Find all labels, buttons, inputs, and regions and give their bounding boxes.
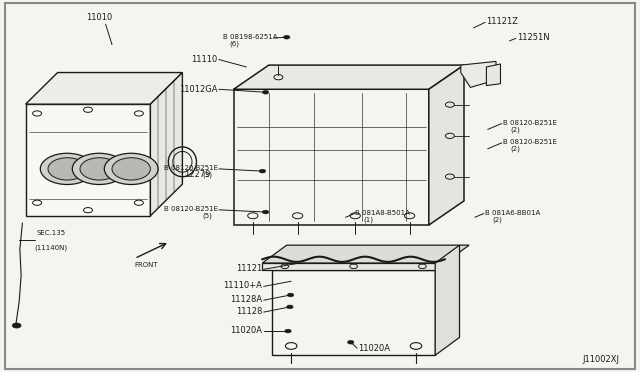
Circle shape [72,153,126,185]
Circle shape [104,153,158,185]
Text: (3): (3) [202,171,212,178]
Polygon shape [272,270,435,355]
Text: (2): (2) [493,216,502,223]
Circle shape [80,158,118,180]
Polygon shape [262,245,469,263]
Text: 11010: 11010 [86,13,113,22]
Polygon shape [234,65,464,89]
Text: 11110: 11110 [191,55,218,64]
Text: B 08120-B251E: B 08120-B251E [164,165,218,171]
Circle shape [40,153,94,185]
Text: B 08120-B251E: B 08120-B251E [503,139,557,145]
Text: B 08120-B251E: B 08120-B251E [164,206,218,212]
Text: 11110+A: 11110+A [223,281,262,290]
Text: B 081A8-B501A: B 081A8-B501A [355,210,410,216]
Text: B 081A6-BB01A: B 081A6-BB01A [485,210,540,216]
Polygon shape [150,73,182,216]
Text: 12279: 12279 [184,170,211,179]
Text: 11121: 11121 [236,264,262,273]
Text: 11020A: 11020A [230,326,262,335]
Circle shape [287,305,293,309]
Circle shape [112,158,150,180]
Polygon shape [262,263,445,270]
Polygon shape [435,245,460,355]
Circle shape [48,158,86,180]
Polygon shape [26,104,150,216]
Text: 11012GA: 11012GA [179,85,218,94]
Text: 11128: 11128 [236,307,262,316]
Circle shape [285,329,291,333]
Text: (6): (6) [229,41,239,47]
Circle shape [259,169,266,173]
Text: FRONT: FRONT [134,262,157,268]
Polygon shape [429,65,464,225]
Text: B 08198-6251A: B 08198-6251A [223,34,277,40]
Text: B 08120-B251E: B 08120-B251E [503,120,557,126]
Text: (2): (2) [511,145,520,152]
Polygon shape [461,61,496,87]
Circle shape [284,35,290,39]
Text: J11002XJ: J11002XJ [582,355,620,364]
Polygon shape [486,64,500,86]
Text: 11020A: 11020A [358,344,390,353]
Text: SEC.135: SEC.135 [36,230,66,236]
Text: (2): (2) [511,126,520,133]
Polygon shape [234,89,429,225]
Text: (11140N): (11140N) [35,244,68,251]
Text: 11121Z: 11121Z [486,17,518,26]
Circle shape [12,323,21,328]
Text: 11128A: 11128A [230,295,262,304]
Circle shape [348,340,354,344]
Text: 11251N: 11251N [517,33,550,42]
Circle shape [262,210,269,214]
Circle shape [287,293,294,297]
Circle shape [262,90,269,94]
Text: (1): (1) [363,216,373,223]
Polygon shape [26,73,182,104]
Text: (5): (5) [203,212,212,219]
